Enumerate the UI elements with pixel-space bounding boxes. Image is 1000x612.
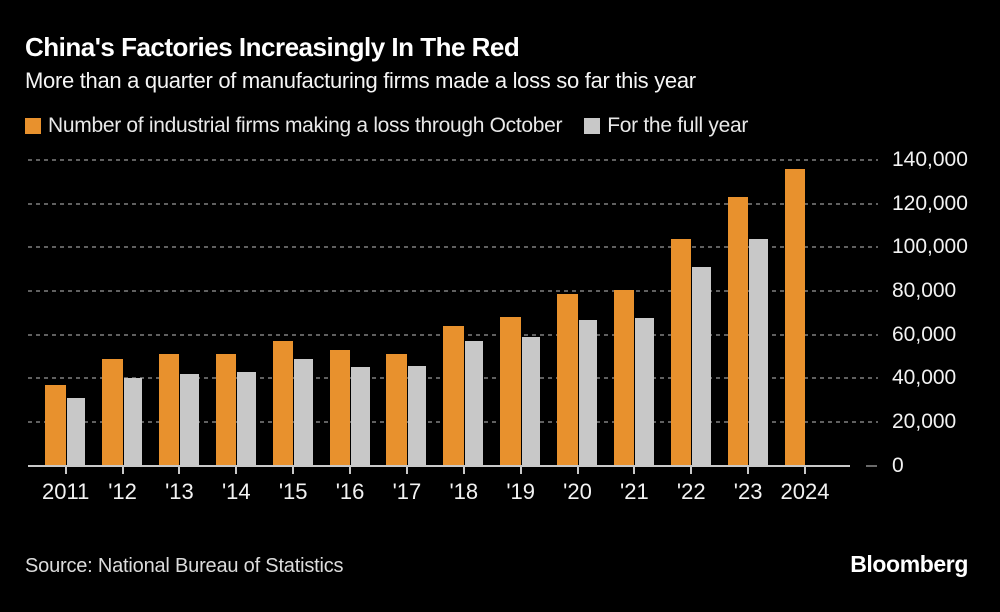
- x-axis-tick-17: [405, 466, 408, 474]
- legend-swatch-gray-icon: [584, 118, 601, 134]
- x-axis-label-12: '12: [108, 479, 137, 504]
- chart-subtitle: More than a quarter of manufacturing fir…: [25, 68, 696, 93]
- bar-21-through-october: [613, 289, 635, 466]
- x-axis-label-15: '15: [278, 479, 308, 504]
- bar-16-full-year: [351, 367, 370, 466]
- bar-18-full-year: [464, 341, 484, 466]
- x-axis-tick-2024: [804, 466, 806, 474]
- x-axis-label-22: '22: [676, 479, 706, 504]
- y-axis-label-80000: 80,000: [892, 278, 957, 302]
- x-axis-tick-20: [576, 466, 579, 474]
- bar-22-full-year: [692, 266, 711, 466]
- bar-12-through-october: [102, 358, 123, 466]
- x-axis-baseline: [28, 464, 850, 467]
- gridline-120000: [28, 202, 878, 205]
- x-axis-tick-21: [633, 466, 636, 474]
- bar-21-full-year: [635, 318, 654, 466]
- bar-2011-full-year: [66, 397, 86, 466]
- bar-18-through-october: [443, 325, 464, 466]
- legend-label-full-year: For the full year: [607, 114, 749, 137]
- bar-20-through-october: [557, 294, 578, 466]
- zero-leader-dash: [866, 464, 877, 467]
- x-axis-label-21: '21: [620, 479, 649, 504]
- y-axis-label-20000: 20,000: [892, 409, 957, 433]
- bar-13-full-year: [180, 373, 199, 466]
- x-axis-tick-18: [462, 466, 465, 474]
- x-axis-label-20: '20: [563, 479, 592, 504]
- x-axis-label-18: '18: [449, 479, 479, 504]
- x-axis-tick-19: [519, 466, 522, 474]
- x-axis-tick-22: [690, 466, 693, 474]
- y-axis-label-0: 0: [892, 453, 904, 477]
- bar-2011-through-october: [45, 384, 66, 466]
- legend-label-through-october: Number of industrial firms making a loss…: [48, 114, 563, 137]
- chart-legend: Number of industrial firms making a loss…: [25, 114, 748, 138]
- x-axis-tick-14: [235, 466, 238, 474]
- legend-item-through-october: Number of industrial firms making a loss…: [25, 114, 563, 138]
- bar-17-through-october: [386, 354, 407, 466]
- source-attribution: Source: National Bureau of Statistics: [25, 555, 344, 577]
- x-axis-tick-2011: [64, 466, 67, 474]
- bar-14-full-year: [237, 371, 256, 466]
- x-axis-tick-13: [178, 466, 181, 474]
- x-axis-label-23: '23: [733, 479, 763, 504]
- x-axis-label-2024: 2024: [780, 479, 830, 504]
- bar-15-full-year: [294, 358, 313, 466]
- chart-title: China's Factories Increasingly In The Re…: [25, 32, 520, 62]
- x-axis-tick-23: [747, 466, 750, 474]
- x-axis-label-2011: 2011: [42, 479, 90, 504]
- bar-23-full-year: [749, 238, 768, 466]
- bar-19-through-october: [500, 317, 521, 466]
- gridline-80000: [28, 289, 878, 292]
- y-axis-label-120000: 120,000: [892, 191, 968, 215]
- x-axis-label-14: '14: [221, 479, 251, 504]
- x-axis-label-13: '13: [165, 479, 194, 504]
- bar-2024-through-october: [784, 168, 805, 466]
- bar-15-through-october: [272, 341, 294, 466]
- y-axis-label-100000: 100,000: [892, 235, 968, 259]
- gridline-140000: [28, 159, 878, 161]
- x-axis-tick-15: [292, 466, 295, 474]
- x-axis-tick-12: [121, 466, 124, 474]
- legend-item-full-year: For the full year: [584, 114, 748, 138]
- gridline-100000: [28, 246, 878, 249]
- bar-14-through-october: [215, 354, 237, 466]
- y-axis-label-40000: 40,000: [892, 366, 957, 390]
- y-axis-label-60000: 60,000: [892, 322, 957, 346]
- bar-23-through-october: [727, 197, 749, 466]
- bar-12-full-year: [123, 378, 143, 466]
- bar-17-full-year: [407, 366, 427, 466]
- bar-19-full-year: [521, 336, 541, 466]
- x-axis-label-16: '16: [335, 479, 365, 504]
- bar-16-through-october: [329, 349, 351, 466]
- x-axis-tick-16: [349, 466, 352, 474]
- bar-22-through-october: [670, 238, 692, 466]
- x-axis-label-17: '17: [392, 479, 422, 504]
- y-axis-label-140000: 140,000: [892, 148, 968, 171]
- legend-swatch-orange-icon: [25, 118, 41, 134]
- bar-13-through-october: [158, 354, 180, 466]
- bloomberg-logo: Bloomberg: [850, 551, 968, 577]
- bar-20-full-year: [578, 320, 598, 466]
- x-axis-label-19: '19: [506, 479, 535, 504]
